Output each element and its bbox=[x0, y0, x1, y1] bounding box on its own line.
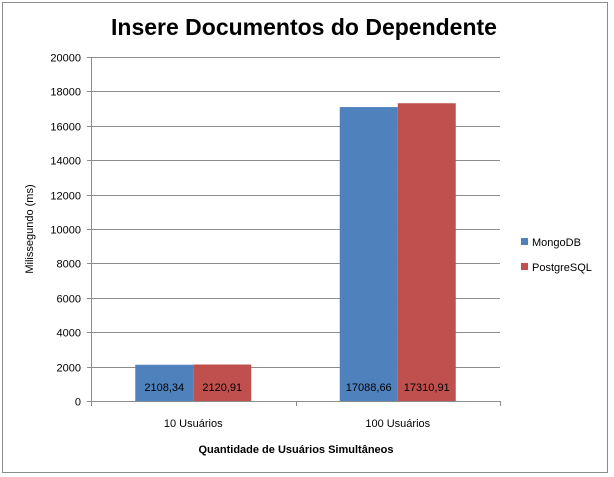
y-tick-label: 0 bbox=[75, 397, 81, 409]
legend-label: MongoDB bbox=[532, 237, 581, 249]
legend-swatch bbox=[521, 238, 528, 245]
bar-mongodb bbox=[339, 107, 398, 402]
data-labels: 2108,34 2120,91 17088,66 17310,91 bbox=[144, 382, 449, 394]
legend-label: PostgreSQL bbox=[532, 262, 592, 274]
chart-frame bbox=[2, 2, 608, 473]
bar-mongodb bbox=[135, 364, 194, 401]
y-tick-label: 14000 bbox=[50, 156, 81, 168]
data-label: 2120,91 bbox=[202, 382, 242, 394]
bar-postgresql bbox=[193, 364, 252, 401]
legend: MongoDB PostgreSQL bbox=[521, 237, 592, 274]
y-tick-label: 16000 bbox=[50, 122, 81, 134]
y-tick-label: 10000 bbox=[50, 225, 81, 237]
y-tick-label: 4000 bbox=[57, 328, 81, 340]
x-axis-title: Quantidade de Usuários Simultâneos bbox=[199, 444, 394, 456]
x-tick-label: 100 Usuários bbox=[365, 418, 430, 430]
y-tick-label: 20000 bbox=[50, 53, 81, 65]
y-tick-label: 6000 bbox=[57, 294, 81, 306]
bars bbox=[135, 103, 456, 402]
y-axis-title: Milissegundo (ms) bbox=[24, 184, 36, 273]
bar-postgresql bbox=[397, 103, 456, 401]
y-tick-label: 8000 bbox=[57, 259, 81, 271]
data-label: 2108,34 bbox=[144, 382, 184, 394]
y-tick-label: 12000 bbox=[50, 191, 81, 203]
legend-swatch bbox=[521, 263, 528, 270]
chart-title: Insere Documentos do Dependente bbox=[111, 14, 497, 40]
y-tick-label: 2000 bbox=[57, 363, 81, 375]
data-label: 17088,66 bbox=[346, 382, 392, 394]
data-label: 17310,91 bbox=[404, 382, 450, 394]
axes: 0 2000 4000 6000 8000 10000 12000 14000 16000 180… bbox=[50, 53, 501, 430]
y-tick-label: 18000 bbox=[50, 87, 81, 99]
x-tick-label: 10 Usuários bbox=[164, 418, 223, 430]
